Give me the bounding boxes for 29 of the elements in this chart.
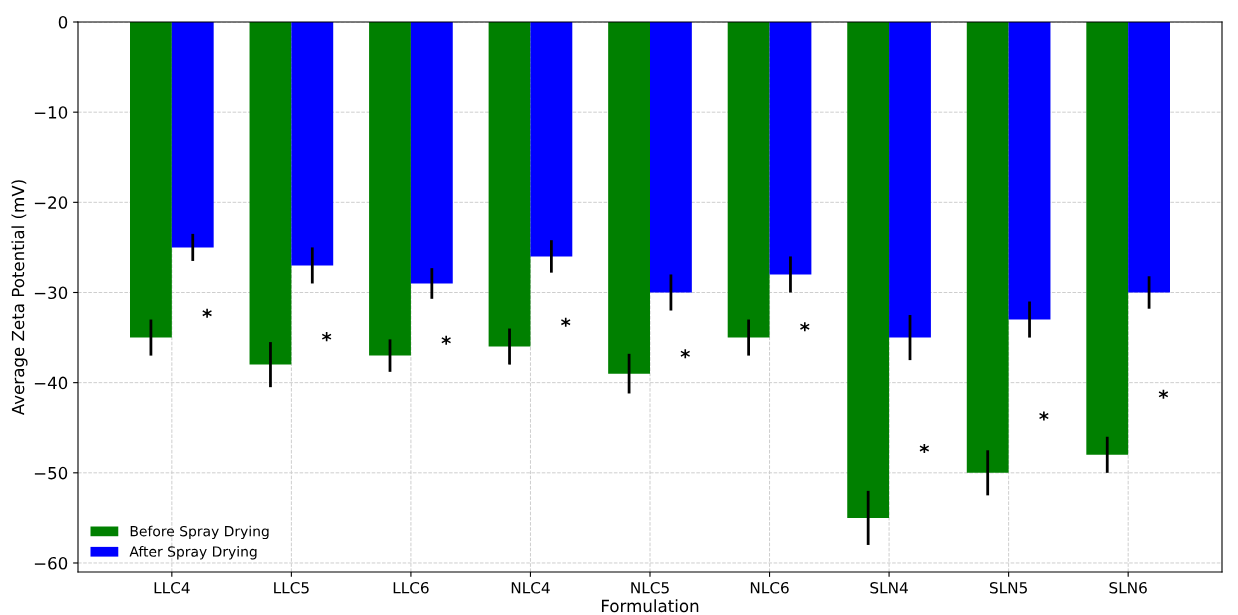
y-tick-label: −10: [34, 106, 68, 119]
x-axis-title: Formulation: [601, 599, 699, 613]
annotation: *: [561, 317, 571, 327]
x-tick-label: LLC4: [154, 581, 190, 594]
annotation: *: [800, 322, 810, 332]
y-tick-label: −60: [34, 556, 68, 570]
annotation: *: [680, 349, 690, 359]
annotation: *: [441, 335, 451, 345]
x-tick-label: NLC5: [631, 581, 669, 594]
y-tick-label: −40: [34, 376, 68, 390]
x-tick-label: NLC6: [750, 581, 789, 594]
y-tick-label: −50: [34, 466, 68, 480]
legend-label: Before Spray Drying: [130, 525, 269, 540]
y-tick-label: −20: [34, 196, 68, 209]
legend-label: After Spray Drying: [129, 546, 257, 560]
x-tick-label: SLN6: [1109, 581, 1147, 594]
annotation: *: [202, 308, 212, 318]
x-tick-label: LLC6: [393, 581, 429, 594]
y-tick-label: −30: [34, 286, 68, 300]
y-tick-label: 0: [58, 15, 68, 29]
x-tick-label: LLC5: [274, 581, 309, 594]
annotation: *: [1158, 389, 1169, 399]
x-tick-label: NLC4: [511, 581, 550, 594]
annotation: *: [919, 443, 930, 453]
x-tick-label: SLN5: [989, 581, 1027, 594]
annotation: *: [321, 332, 332, 342]
annotation: *: [1039, 411, 1049, 421]
x-tick-label: SLN4: [870, 581, 908, 594]
y-axis-title: Average Zeta Potential (mV): [11, 180, 28, 416]
